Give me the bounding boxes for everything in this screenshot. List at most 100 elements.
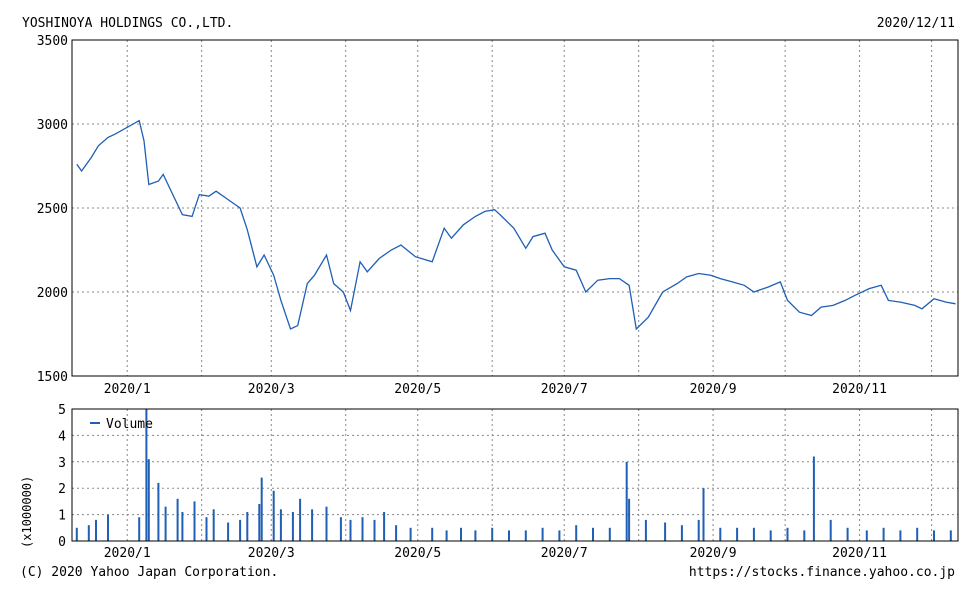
volume-bar [339,517,342,541]
volume-bar [541,527,544,541]
volume-grid [72,409,958,541]
volume-axis-label: (x1000000) [20,476,34,548]
volume-bar [558,530,561,541]
legend-label: Volume [106,417,153,432]
volume-bar [409,527,412,541]
price-y-tick-label: 3000 [37,118,68,133]
volume-bar [431,527,434,541]
volume-bar [575,525,578,541]
volume-bar [205,517,208,541]
volume-bar [719,527,722,541]
volume-bar [680,525,683,541]
company-title: YOSHINOYA HOLDINGS CO.,LTD. [22,16,234,31]
volume-y-tick-label: 0 [58,535,66,550]
volume-bar [608,527,611,541]
volume-bar [474,530,477,541]
volume-bar [829,519,832,541]
volume-bar [299,498,302,541]
volume-bar [697,519,700,541]
volume-bar [846,527,849,541]
volume-bar [786,527,789,541]
volume-bar [145,409,148,541]
volume-bar [95,519,97,541]
volume-bar [752,527,755,541]
price-frame [71,39,959,377]
volume-bar [628,498,631,541]
volume-x-axis: 2020/1 2020/3 2020/5 2020/7 2020/9 2020/11 [104,546,887,561]
price-y-axis: 3500 3000 2500 2000 1500 [37,34,68,385]
volume-bar [193,501,196,541]
volume-x-tick-label: 2020/3 [248,546,295,561]
volume-y-tick-label: 5 [58,403,66,418]
volume-bar [769,530,772,541]
volume-bar [87,525,90,541]
volume-bar [147,459,150,541]
volume-bar [625,461,628,541]
price-x-axis: 2020/1 2020/3 2020/5 2020/7 2020/9 2020/11 [104,382,887,397]
volume-bar [916,527,919,541]
source-url: https://stocks.finance.yahoo.co.jp [688,565,955,580]
volume-bar [933,530,935,541]
price-x-tick-label: 2020/3 [248,382,295,397]
volume-bar [138,517,141,541]
volume-bar [736,527,739,541]
volume-bar [361,517,364,541]
volume-bar [445,530,448,541]
volume-y-tick-label: 2 [58,482,66,497]
volume-bar [508,530,510,541]
volume-y-tick-label: 4 [58,429,66,444]
price-x-tick-label: 2020/7 [541,382,588,397]
chart-date: 2020/12/11 [876,16,955,31]
volume-bar [524,530,527,541]
volume-frame [71,408,959,542]
volume-bar [949,530,952,541]
volume-x-tick-label: 2020/1 [104,546,151,561]
volume-bar [325,506,328,541]
volume-bar [246,512,249,541]
volume-bar [164,506,167,541]
volume-y-tick-label: 1 [58,509,66,524]
price-grid [72,40,958,376]
volume-x-tick-label: 2020/11 [832,546,887,561]
volume-bars [75,409,952,541]
volume-bar [212,509,215,541]
volume-bar [272,490,275,541]
volume-bar [812,456,815,541]
volume-bar [664,522,667,541]
price-line [76,119,956,331]
volume-y-tick-label: 3 [58,456,66,471]
volume-bar [865,530,868,541]
volume-bar [260,477,263,541]
volume-bar [258,504,261,541]
volume-bar [157,482,160,541]
price-y-tick-label: 2000 [37,286,68,301]
price-y-tick-label: 3500 [37,34,68,49]
volume-x-tick-label: 2020/9 [690,546,737,561]
volume-bar [702,488,705,541]
volume-bar [899,530,902,541]
volume-bar [291,512,294,541]
price-x-tick-label: 2020/11 [832,382,887,397]
volume-bar [491,527,494,541]
price-x-tick-label: 2020/9 [690,382,737,397]
volume-bar [75,527,78,541]
volume-bar [279,509,282,541]
volume-legend: Volume [90,417,153,432]
copyright-text: (C) 2020 Yahoo Japan Corporation. [20,565,279,580]
price-x-tick-label: 2020/5 [394,382,441,397]
volume-bar [460,527,462,541]
price-y-tick-label: 2500 [37,202,68,217]
volume-bar [349,519,352,541]
volume-bar [373,519,376,541]
volume-bar [803,530,806,541]
price-x-tick-label: 2020/1 [104,382,151,397]
volume-bar [311,509,314,541]
volume-bar [383,512,386,541]
volume-bar [239,519,242,541]
volume-x-tick-label: 2020/5 [394,546,441,561]
volume-y-axis: 5 4 3 2 1 0 [58,403,66,550]
volume-bar [592,527,594,541]
volume-bar [644,519,647,541]
volume-x-tick-label: 2020/7 [541,546,588,561]
